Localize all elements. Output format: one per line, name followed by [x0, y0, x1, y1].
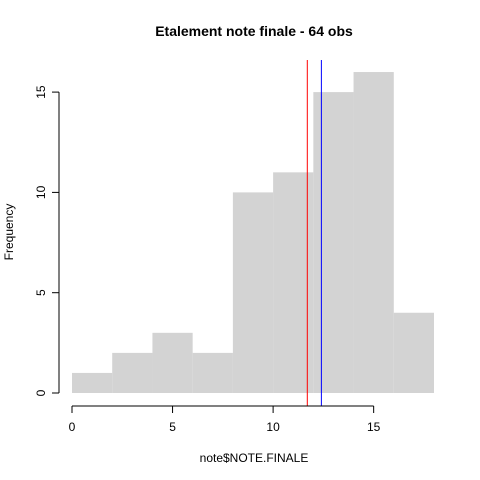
y-axis: 0 5 10 15 — [34, 85, 60, 396]
histogram-bar-0 — [72, 372, 113, 393]
x-axis-label: note$NOTE.FINALE — [200, 451, 309, 465]
y-tick-label-1: 5 — [34, 289, 48, 296]
chart-title: Etalement note finale - 64 obs — [155, 23, 353, 39]
histogram-bar-1 — [112, 352, 153, 393]
x-axis: 0 5 10 15 — [69, 405, 381, 434]
histogram-bar-4 — [232, 192, 274, 393]
histogram-bar-3 — [192, 352, 233, 393]
x-tick-label-2: 10 — [266, 420, 280, 434]
x-tick-label-1: 5 — [169, 420, 176, 434]
x-tick-label-3: 15 — [367, 420, 381, 434]
histogram-bar-6 — [313, 92, 354, 394]
histogram-bar-7 — [353, 72, 394, 394]
y-tick-label-0: 0 — [34, 389, 48, 396]
reference-lines-group — [306, 60, 322, 406]
histogram-bar-8 — [393, 312, 434, 393]
y-tick-label-3: 15 — [34, 85, 48, 99]
y-tick-label-2: 10 — [34, 185, 48, 199]
histogram-bar-2 — [152, 332, 193, 393]
x-tick-label-0: 0 — [69, 420, 76, 434]
y-axis-label: Frequency — [2, 204, 16, 261]
bars-group — [72, 72, 434, 394]
histogram-bar-5 — [273, 172, 314, 393]
